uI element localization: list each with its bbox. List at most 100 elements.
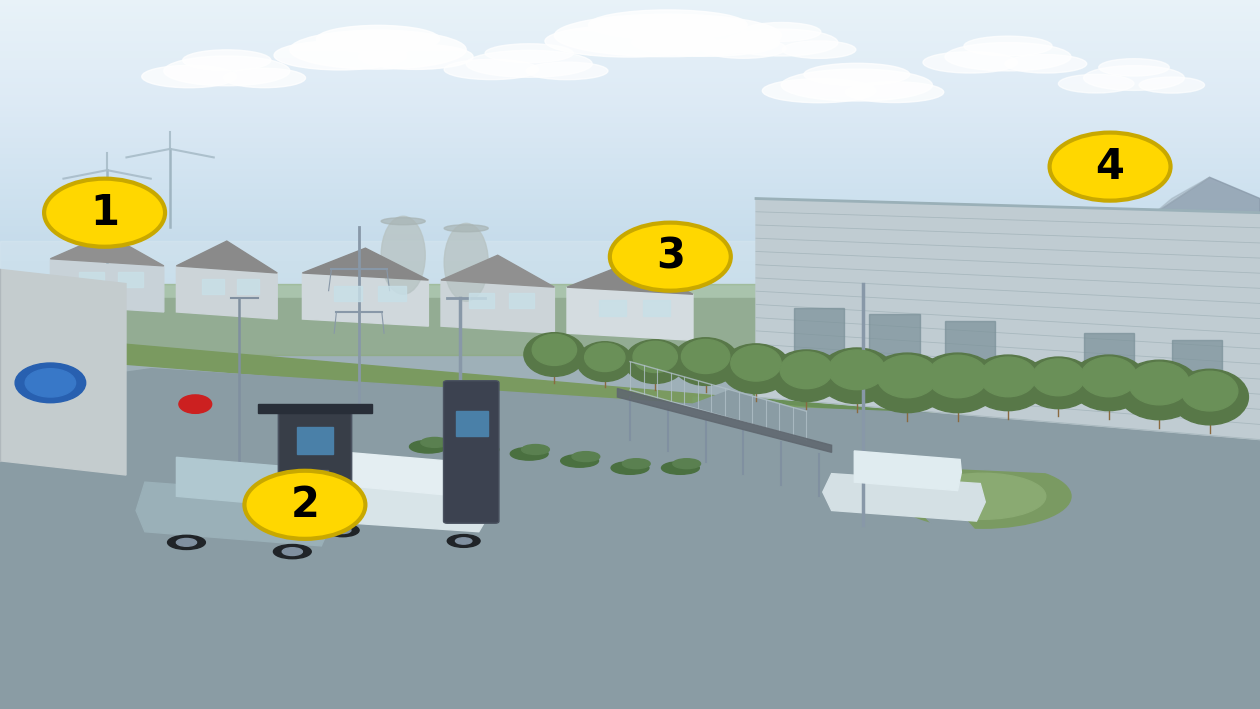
Ellipse shape [1129,362,1189,405]
Bar [0,146,1260,148]
Bar [0,111,1260,113]
Ellipse shape [561,454,598,467]
Bar [0,255,1260,257]
Bar [0,320,1260,323]
Ellipse shape [945,43,1071,71]
Bar [0,311,1260,313]
Bar [0,210,1260,212]
Bar [0,397,1260,399]
Bar [0,29,1260,30]
Ellipse shape [554,14,781,57]
Bar [0,323,1260,325]
Bar [0,230,1260,233]
Bar [509,293,534,308]
FancyBboxPatch shape [444,381,499,523]
Ellipse shape [447,535,480,547]
Ellipse shape [724,29,838,56]
Ellipse shape [183,50,271,71]
Ellipse shape [782,41,856,58]
Bar [0,281,1260,284]
Bar [0,27,1260,29]
Bar [0,76,1260,78]
Ellipse shape [1182,372,1237,411]
Ellipse shape [895,464,1071,528]
Bar [0,125,1260,128]
Bar [0,33,1260,35]
Bar [0,277,1260,279]
Ellipse shape [485,44,573,62]
Bar [0,21,1260,23]
Ellipse shape [466,50,592,77]
Bar [0,306,1260,308]
Bar [0,333,1260,335]
Ellipse shape [633,341,678,372]
Bar [0,52,1260,53]
Bar [0,212,1260,214]
Bar [0,142,1260,144]
Ellipse shape [1118,360,1201,420]
Bar [0,296,1260,298]
Ellipse shape [1022,357,1095,408]
Bar [0,160,1260,162]
Bar [0,107,1260,109]
Bar [0,340,1260,341]
Polygon shape [693,397,1134,539]
Bar [0,376,1260,379]
Bar [0,372,1260,374]
Ellipse shape [920,474,1046,519]
Bar [0,158,1260,160]
Ellipse shape [625,340,685,384]
Bar [0,91,1260,92]
Ellipse shape [964,36,1052,56]
Polygon shape [346,452,464,496]
Bar [0,93,1260,94]
Ellipse shape [585,343,625,372]
Bar [598,300,626,316]
Ellipse shape [673,459,701,469]
Bar [0,288,1260,290]
Bar [0,201,1260,203]
Polygon shape [1121,177,1210,241]
Bar [0,6,1260,9]
Bar [0,10,1260,12]
Polygon shape [258,404,372,413]
Bar [0,179,1260,181]
Bar [237,279,260,294]
Polygon shape [617,389,832,452]
Bar [0,189,1260,191]
Ellipse shape [1139,77,1205,93]
Bar [0,99,1260,101]
Ellipse shape [701,38,786,58]
Bar [0,235,1260,237]
Bar [0,14,1260,16]
Bar [0,350,1260,352]
Ellipse shape [631,29,779,57]
Ellipse shape [290,30,466,69]
Bar [297,427,333,454]
Polygon shape [693,390,1071,567]
Bar [0,279,1260,281]
Ellipse shape [456,538,471,545]
Bar [0,354,1260,356]
Circle shape [15,363,86,403]
Bar [0,347,1260,350]
Polygon shape [0,333,731,411]
Polygon shape [1071,177,1260,298]
Bar [0,263,1260,265]
Bar [0,315,1260,317]
Bar [0,191,1260,194]
Bar [0,89,1260,91]
Bar [0,167,1260,169]
Bar [0,276,1260,277]
Ellipse shape [770,350,843,401]
Bar [0,4,1260,6]
Bar [334,286,362,301]
Ellipse shape [577,342,633,381]
Bar [0,389,1260,391]
Bar [0,214,1260,216]
Bar [0,78,1260,80]
Bar [0,12,1260,14]
Ellipse shape [1099,59,1169,76]
Ellipse shape [741,23,822,41]
Bar [0,379,1260,380]
